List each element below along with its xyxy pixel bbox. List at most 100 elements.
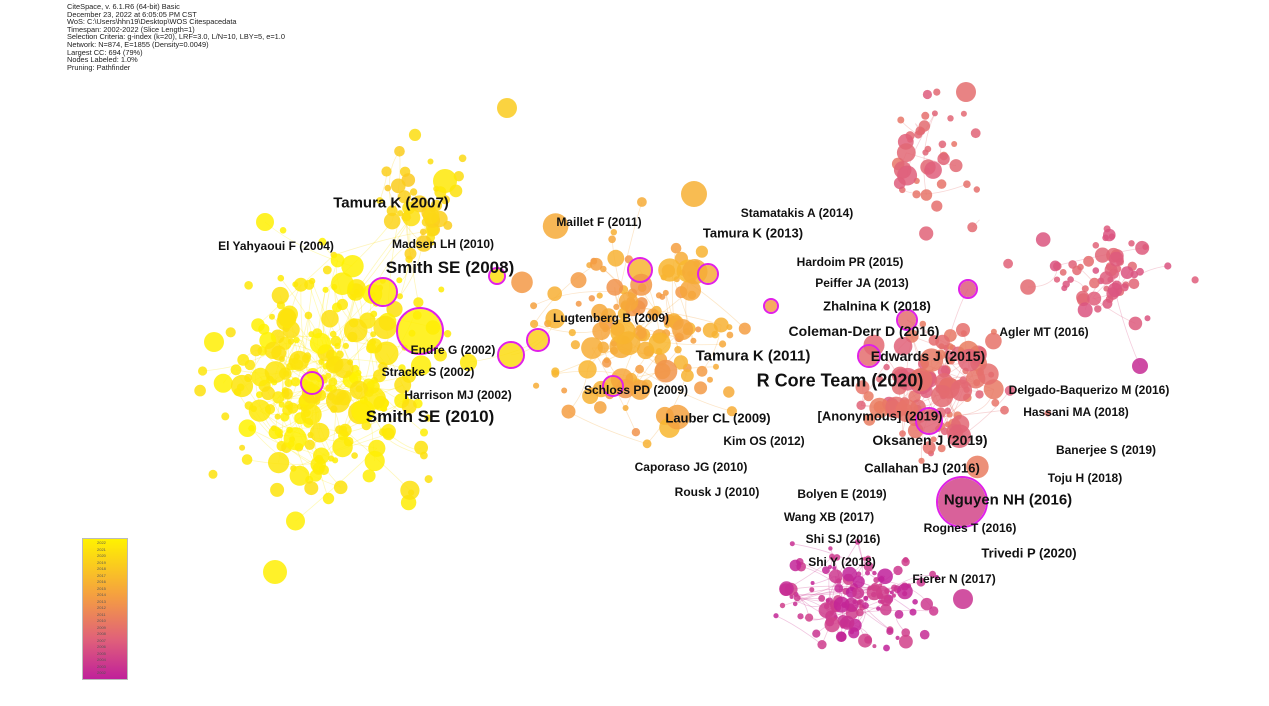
reference-node: [1035, 232, 1051, 247]
legend-year-tick: 2017: [97, 572, 106, 578]
reference-node: [1144, 315, 1151, 322]
reference-node: [960, 110, 967, 117]
reference-node: [765, 300, 777, 312]
reference-node: [1087, 291, 1102, 306]
reference-node: [1077, 302, 1093, 318]
reference-node: [840, 615, 855, 630]
node-label: Tamura K (2013): [702, 225, 804, 241]
reference-node: [283, 427, 307, 451]
reference-node: [779, 581, 794, 596]
reference-node: [618, 292, 639, 312]
node-label: Hardoim PR (2015): [796, 255, 904, 269]
reference-node: [789, 559, 802, 572]
reference-node: [313, 447, 330, 465]
citation-burst-ring: [396, 307, 444, 355]
reference-node: [869, 397, 890, 419]
reference-node: [398, 309, 442, 353]
reference-node: [1103, 228, 1116, 242]
reference-node: [1020, 279, 1036, 295]
reference-node: [204, 332, 224, 352]
reference-node: [1128, 240, 1135, 247]
node-label: Oksanen J (2019): [872, 432, 988, 448]
node-label: Schloss PD (2009): [583, 383, 689, 397]
reference-node: [922, 441, 936, 455]
reference-node: [321, 309, 339, 328]
reference-node: [863, 561, 874, 572]
reference-node: [852, 575, 865, 588]
reference-node: [591, 303, 608, 321]
reference-node: [530, 319, 539, 329]
legend-year-tick: 2010: [97, 618, 106, 623]
citation-link: [405, 216, 419, 303]
reference-node: [931, 385, 954, 408]
node-label: Caporaso JG (2010): [634, 460, 748, 474]
reference-node: [302, 373, 322, 393]
reference-node: [394, 146, 405, 157]
reference-node: [886, 627, 894, 636]
reference-node: [829, 553, 835, 560]
reference-node: [919, 320, 927, 328]
reference-node: [1164, 262, 1172, 270]
reference-node: [1003, 258, 1013, 269]
reference-node: [876, 606, 881, 611]
reference-node: [1099, 271, 1113, 285]
reference-node: [271, 286, 289, 305]
reference-node: [855, 380, 870, 395]
reference-node: [938, 140, 947, 149]
reference-node: [1092, 242, 1100, 249]
reference-node: [511, 271, 533, 294]
reference-node: [702, 322, 718, 338]
reference-node: [443, 330, 452, 338]
reference-node: [244, 281, 253, 290]
reference-node: [289, 350, 309, 371]
reference-node: [602, 358, 612, 368]
reference-node: [895, 399, 919, 423]
reference-node: [362, 469, 376, 483]
reference-node: [351, 399, 375, 424]
reference-node: [818, 594, 826, 602]
node-label: Trivedi P (2020): [981, 545, 1077, 561]
reference-node: [1135, 240, 1150, 255]
reference-node: [812, 629, 821, 638]
reference-node: [331, 272, 354, 296]
reference-node: [726, 406, 738, 417]
node-label: Fierer N (2017): [912, 572, 996, 586]
reference-node: [929, 606, 939, 616]
reference-node: [938, 478, 986, 526]
reference-node: [221, 412, 230, 421]
reference-node: [889, 590, 894, 595]
reference-node: [630, 379, 650, 400]
reference-node: [613, 303, 620, 310]
reference-node: [822, 566, 830, 574]
reference-node: [386, 301, 403, 318]
reference-node: [899, 430, 906, 437]
reference-node: [341, 255, 364, 278]
reference-node: [561, 387, 568, 394]
reference-node: [1128, 316, 1143, 331]
legend-year-tick: 2021: [97, 546, 106, 552]
reference-node: [956, 323, 970, 337]
reference-node: [427, 158, 434, 165]
reference-node: [833, 554, 841, 561]
reference-node: [497, 98, 517, 118]
reference-node: [817, 640, 827, 650]
reference-node: [528, 330, 548, 350]
reference-node: [779, 602, 786, 609]
node-label: Wang XB (2017): [783, 510, 875, 524]
reference-node: [648, 332, 671, 355]
reference-node: [333, 480, 348, 495]
year-color-legend: [82, 538, 128, 680]
reference-node: [872, 644, 877, 649]
reference-node: [991, 398, 1000, 407]
legend-year-tick: 2009: [97, 624, 106, 630]
citation-link: [251, 428, 341, 488]
reference-node: [594, 401, 607, 414]
reference-node: [856, 571, 862, 577]
reference-node: [682, 259, 708, 285]
reference-node: [947, 115, 954, 122]
reference-node: [610, 368, 634, 391]
reference-node: [920, 189, 933, 201]
node-label: Maillet F (2011): [556, 215, 642, 229]
citation-link: [568, 411, 648, 445]
reference-node: [261, 386, 275, 401]
